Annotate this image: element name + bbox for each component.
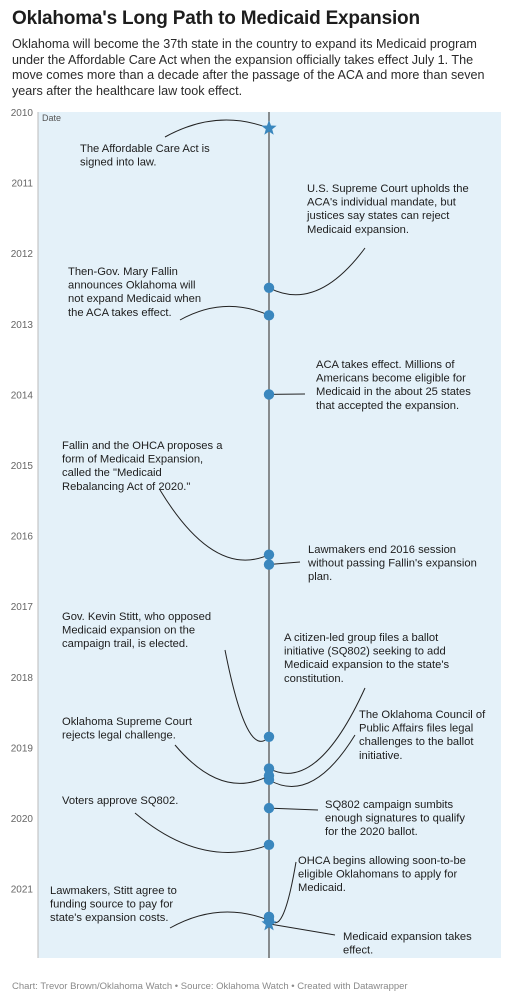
event-annotation: U.S. Supreme Court upholds the ACA's indi… [306,183,469,236]
y-tick-label: 2011 [11,179,33,190]
y-tick-label: 2017 [11,602,34,613]
event-annotation: OHCA begins allowing soon-to-be eligible … [298,855,466,894]
event-annotation: Fallin and the OHCA proposes a form of Me… [62,440,223,493]
y-tick-label: 2019 [11,743,34,754]
annotation-leader [224,649,270,742]
annotation-leader [159,489,270,561]
annotation-leader [268,687,366,774]
event-star-marker [261,915,277,931]
chart-footer: Chart: Trevor Brown/Oklahoma Watch • Sou… [12,981,408,992]
y-tick-label: 2013 [11,320,34,331]
event-point [263,559,275,570]
event-annotation: Lawmakers, Stitt agree to funding source … [50,885,177,924]
annotation-leader [169,911,270,929]
annotation-leader [134,812,270,853]
annotation-leader [268,247,366,296]
y-tick-label: 2018 [11,673,34,684]
event-star-marker [261,120,277,135]
event-annotation: ACA takes effect. Millions of Americans b… [316,359,471,412]
event-annotation: Then-Gov. Mary Fallin announces Oklahoma … [68,266,201,319]
y-tick-label: 2021 [11,885,34,896]
y-tick-label: 2012 [11,249,34,260]
event-annotation: SQ802 campaign sumbits enough signatures … [325,799,465,838]
y-tick-label: 2016 [11,532,34,543]
event-point [263,389,275,400]
annotation-leader [268,807,319,811]
chart-title: Oklahoma's Long Path to Medicaid Expansi… [12,8,420,29]
annotation-leader [268,734,356,787]
event-annotation: Gov. Kevin Stitt, who opposed Medicaid ex… [62,611,211,650]
event-point [263,549,275,560]
y-tick-label: 2014 [11,390,34,401]
annotation-leader [164,119,270,138]
annotation-leader [174,744,270,784]
annotation-leader [268,923,336,936]
chart-subtitle: Oklahoma will become the 37th state in t… [12,37,485,98]
event-point [263,839,275,851]
event-point [263,310,275,321]
event-point [263,282,275,293]
event-point [263,731,275,743]
event-annotation: Voters approve SQ802. [62,795,178,807]
event-annotation: Medicaid expansion takes effect. [343,931,472,957]
y-tick-label: 2020 [11,814,34,825]
event-annotation: Lawmakers end 2016 session without passin… [307,544,477,583]
event-annotation: Oklahoma Supreme Court rejects legal chal… [62,716,193,742]
y-axis-label: Date [42,113,61,123]
y-tick-label: 2010 [11,108,34,119]
event-point [263,770,275,781]
y-tick-label: 2015 [11,461,34,472]
event-annotation: The Oklahoma Council of Public Affairs fi… [359,709,486,762]
event-point [263,802,275,814]
annotation-leader [179,305,270,321]
event-annotation: A citizen-led group files a ballot initia… [284,632,449,685]
event-annotation: The Affordable Care Act is signed into la… [80,143,210,169]
